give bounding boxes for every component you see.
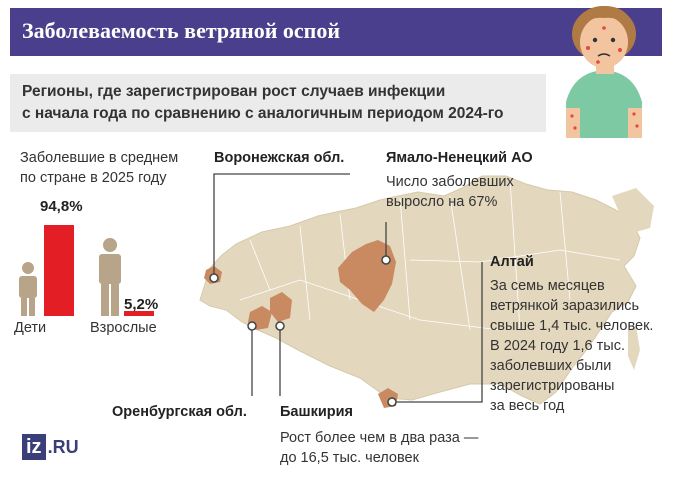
- region-altai-line-7: за весь год: [490, 398, 565, 414]
- region-yamal-shape: [338, 240, 396, 312]
- region-yamal-line-2: выросло на 67%: [386, 194, 498, 210]
- region-markers: [209, 255, 397, 407]
- subtitle-line-2: с начала года по сравнению с аналогичным…: [22, 105, 504, 122]
- marker-altai: [387, 397, 397, 407]
- region-altai-name: Алтай: [490, 254, 534, 270]
- region-altai-shape: [378, 388, 398, 408]
- region-orenburg-name: Оренбургская обл.: [112, 404, 247, 420]
- adults-label: Взрослые: [90, 320, 157, 336]
- region-yamal-line-1: Число заболевших: [386, 174, 514, 190]
- region-bashkiria-line-2: до 16,5 тыс. человек: [280, 450, 419, 466]
- iz-logo: iz .RU: [22, 434, 79, 460]
- children-label: Дети: [14, 320, 47, 336]
- region-altai-line-2: ветрянкой заразились: [490, 298, 640, 314]
- region-bashkiria-name: Башкирия: [280, 404, 353, 420]
- subtitle-bar: Регионы, где зарегистрирован рост случае…: [10, 74, 546, 132]
- region-altai-line-4: В 2024 году 1,6 тыс.: [490, 338, 625, 354]
- stats-caption-line-1: Заболевшие в среднем: [20, 150, 179, 166]
- page-title: Заболеваемость ветряной оспой: [22, 18, 341, 43]
- adults-value-label: 5,2%: [124, 296, 159, 313]
- subtitle-line-1: Регионы, где зарегистрирован рост случае…: [22, 83, 446, 100]
- region-bashkiria-shape: [270, 292, 292, 322]
- region-altai-line-1: За семь месяцев: [490, 278, 605, 294]
- adult-icon: [99, 238, 121, 316]
- region-bashkiria-line-1: Рост более чем в два раза —: [280, 430, 479, 446]
- marker-yamal: [381, 255, 391, 265]
- region-voronezh-name: Воронежская обл.: [214, 150, 345, 166]
- adults-bar: [124, 311, 154, 316]
- marker-voronezh: [209, 273, 219, 283]
- children-bar: [44, 225, 74, 316]
- region-altai-line-5: заболевших были: [490, 358, 612, 374]
- region-voronezh-shape: [204, 266, 222, 284]
- kamchatka-shape: [612, 188, 654, 232]
- region-yamal-name: Ямало-Ненецкий АО: [386, 150, 533, 166]
- child-icon: [19, 262, 37, 316]
- region-altai-line-3: свыше 1,4 тыс. человек.: [490, 318, 654, 334]
- marker-orenburg: [247, 321, 257, 331]
- logo-mark: iz: [22, 434, 46, 460]
- title-bar: Заболеваемость ветряной оспой: [10, 8, 662, 56]
- marker-bashkiria: [275, 321, 285, 331]
- children-value-label: 94,8%: [40, 198, 83, 215]
- logo-domain: .RU: [47, 437, 79, 457]
- region-orenburg-shape: [248, 306, 272, 330]
- region-altai-line-6: зарегистрированы: [490, 378, 615, 394]
- stats-caption-line-2: по стране в 2025 году: [20, 170, 167, 186]
